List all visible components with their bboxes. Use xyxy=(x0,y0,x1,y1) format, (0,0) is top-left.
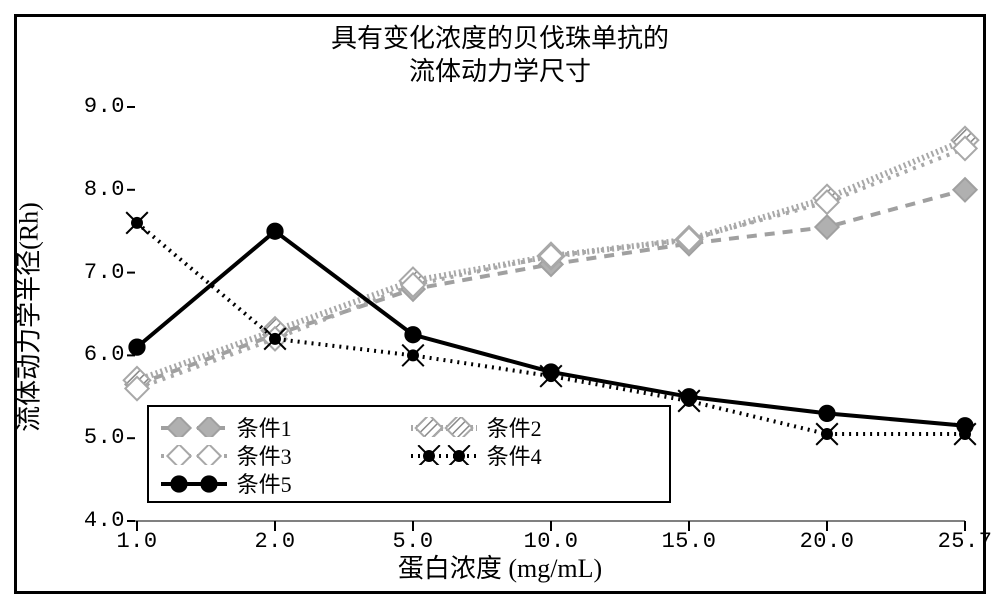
legend-label: 条件5 xyxy=(237,467,292,499)
legend-item: 条件5 xyxy=(159,469,409,497)
xtick-label: 15.0 xyxy=(662,529,717,554)
legend-item: 条件2 xyxy=(409,413,659,441)
legend-swatch xyxy=(409,417,479,437)
ytick-label: 9.0 xyxy=(65,94,125,119)
chart-frame: 具有变化浓度的贝伐珠单抗的 流体动力学尺寸 流体动力学半径(Rh) 蛋白浓度 (… xyxy=(14,14,986,594)
legend-swatch xyxy=(409,445,479,465)
xtick-label: 1.0 xyxy=(116,529,157,554)
xtick-label: 10.0 xyxy=(524,529,579,554)
legend-item: 条件4 xyxy=(409,441,659,469)
ytick-label: 6.0 xyxy=(65,342,125,367)
legend-item: 条件3 xyxy=(159,441,409,469)
plot-svg xyxy=(17,17,983,591)
xtick-label: 2.0 xyxy=(254,529,295,554)
ytick-label: 5.0 xyxy=(65,425,125,450)
legend-item: 条件1 xyxy=(159,413,409,441)
xtick-label: 25.7 xyxy=(938,529,993,554)
legend-swatch xyxy=(159,445,229,465)
legend-label: 条件4 xyxy=(487,439,542,471)
legend-swatch xyxy=(159,417,229,437)
ytick-label: 7.0 xyxy=(65,260,125,285)
legend-swatch xyxy=(159,473,229,493)
xtick-label: 5.0 xyxy=(392,529,433,554)
xtick-label: 20.0 xyxy=(800,529,855,554)
legend: 条件1条件2条件3 条件4 条件5 xyxy=(147,405,671,503)
ytick-label: 8.0 xyxy=(65,177,125,202)
